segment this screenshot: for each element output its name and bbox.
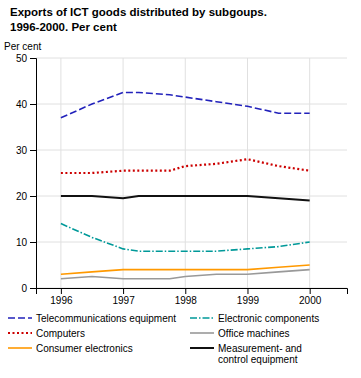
y-tick-mark bbox=[30, 104, 36, 105]
legend-label: Consumer electronics bbox=[36, 343, 133, 354]
legend-label: Measurement- andcontrol equipment bbox=[218, 343, 302, 366]
series-line bbox=[61, 93, 310, 118]
grid-line bbox=[36, 242, 347, 243]
legend-swatch bbox=[190, 317, 214, 319]
x-tick-mark bbox=[123, 288, 124, 294]
y-tick: 0 bbox=[21, 283, 36, 294]
y-axis: 0 10 20 30 40 50 bbox=[16, 53, 37, 294]
legend-label: Computers bbox=[36, 328, 85, 339]
x-tick-label: 1998 bbox=[175, 295, 198, 306]
series-line bbox=[61, 270, 310, 279]
y-tick-label: 40 bbox=[16, 99, 28, 110]
legend-swatch bbox=[190, 332, 214, 334]
x-tick: 2000 bbox=[299, 288, 322, 306]
series-line bbox=[61, 196, 310, 201]
legend-label: Office machines bbox=[218, 328, 290, 339]
grid-line bbox=[247, 58, 248, 288]
y-tick: 50 bbox=[16, 53, 36, 64]
legend: Telecommunications equipment Computers Con… bbox=[8, 313, 319, 366]
y-axis-line bbox=[30, 59, 37, 289]
legend-swatch bbox=[8, 332, 32, 334]
legend-item: Consumer electronics bbox=[8, 343, 133, 354]
y-tick-label: 30 bbox=[16, 145, 28, 156]
x-tick-label: 1999 bbox=[237, 295, 260, 306]
y-tick-mark bbox=[30, 150, 36, 151]
x-tick: 1999 bbox=[237, 288, 260, 306]
x-tick-mark bbox=[61, 288, 62, 294]
y-tick: 30 bbox=[16, 145, 36, 156]
y-axis-label: Per cent bbox=[4, 41, 41, 52]
x-tick-label: 1997 bbox=[112, 295, 135, 306]
legend-item: Telecommunications equipment bbox=[8, 313, 176, 324]
x-axis: 1996 1997 1998 1999 2000 bbox=[37, 288, 348, 306]
y-tick-label: 10 bbox=[16, 237, 28, 248]
y-tick-mark bbox=[30, 196, 36, 197]
y-tick-label: 50 bbox=[16, 53, 28, 64]
y-tick: 40 bbox=[16, 99, 36, 110]
y-tick-label: 20 bbox=[16, 191, 28, 202]
chart: Exports of ICT goods distributed by subg… bbox=[0, 0, 361, 378]
legend-label: Telecommunications equipment bbox=[36, 313, 176, 324]
x-axis-line bbox=[37, 289, 348, 295]
y-tick-mark bbox=[30, 58, 36, 59]
y-tick-label: 0 bbox=[21, 283, 27, 294]
grid-line bbox=[309, 58, 310, 288]
x-tick-label: 1996 bbox=[50, 295, 73, 306]
legend-item: Measurement- andcontrol equipment bbox=[190, 343, 302, 366]
grid-line bbox=[36, 150, 347, 151]
legend-swatch bbox=[8, 347, 32, 349]
x-tick-mark bbox=[185, 288, 186, 294]
y-tick: 20 bbox=[16, 191, 36, 202]
x-tick: 1998 bbox=[175, 288, 198, 306]
series-line bbox=[61, 224, 310, 252]
subtitle: 1996-2000. Per cent bbox=[10, 21, 117, 33]
legend-item: Computers bbox=[8, 328, 85, 339]
grid-line bbox=[36, 58, 347, 59]
grid-line bbox=[185, 58, 186, 288]
grid bbox=[36, 58, 347, 288]
x-tick-mark bbox=[310, 288, 311, 294]
x-tick-mark bbox=[247, 288, 248, 294]
lines bbox=[61, 93, 310, 279]
grid-line bbox=[36, 104, 347, 105]
legend-item: Office machines bbox=[190, 328, 290, 339]
series-line bbox=[61, 159, 310, 173]
legend-item: Electronic components bbox=[190, 313, 319, 324]
legend-label: Electronic components bbox=[218, 313, 319, 324]
x-tick: 1997 bbox=[112, 288, 135, 306]
title: Exports of ICT goods distributed by subg… bbox=[10, 6, 267, 18]
x-tick-label: 2000 bbox=[299, 295, 322, 306]
y-tick: 10 bbox=[16, 237, 36, 248]
x-tick: 1996 bbox=[50, 288, 73, 306]
legend-swatch bbox=[8, 317, 32, 319]
legend-swatch bbox=[190, 347, 214, 349]
y-tick-mark bbox=[30, 242, 36, 243]
plot-area: Per cent 1996 1997 1998 1999 2000 0 10 20 30 40 50 bbox=[4, 41, 348, 306]
y-tick-mark bbox=[30, 288, 36, 289]
